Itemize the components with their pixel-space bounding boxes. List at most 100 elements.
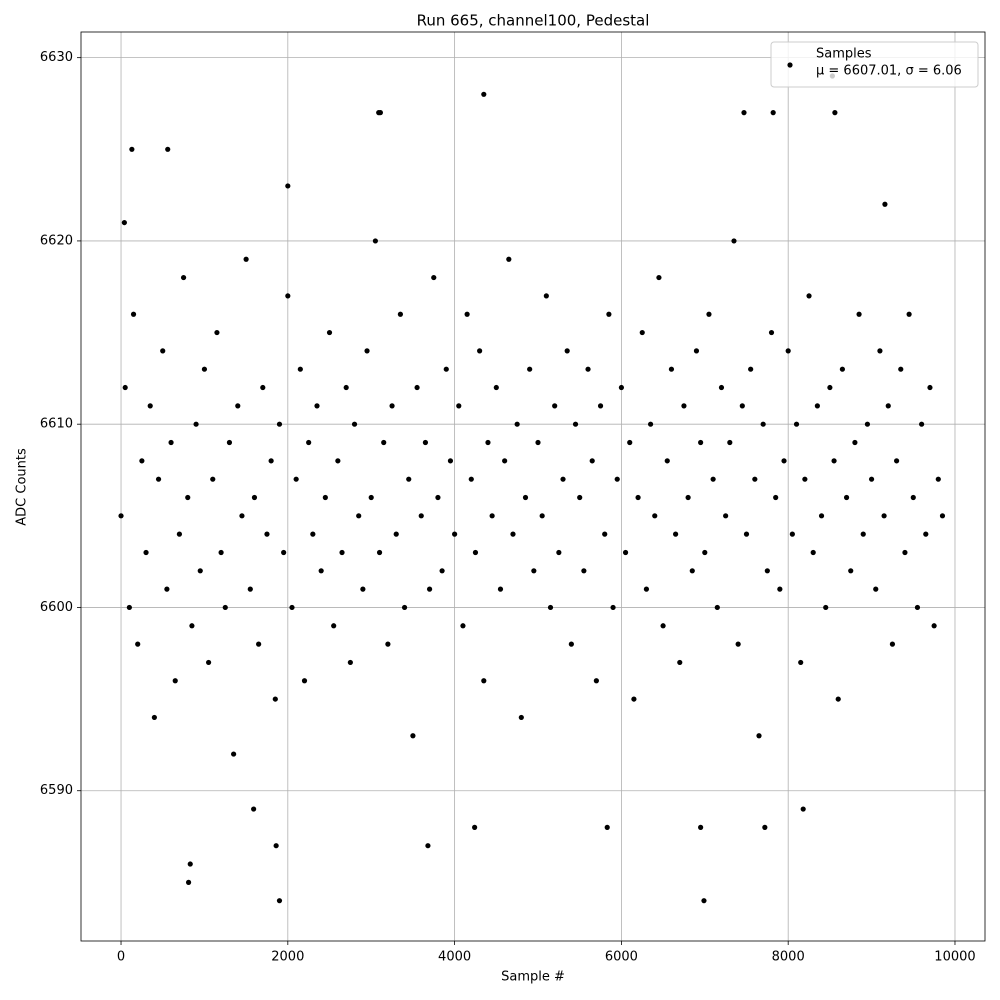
data-point	[360, 586, 366, 592]
data-point	[456, 403, 462, 409]
data-point	[187, 861, 193, 867]
data-point	[577, 494, 583, 501]
data-point	[610, 604, 616, 611]
data-point	[864, 421, 871, 427]
data-point	[919, 421, 925, 427]
data-point	[231, 751, 237, 757]
data-point	[306, 439, 312, 446]
data-point	[677, 659, 683, 666]
data-point	[770, 110, 776, 116]
data-point	[714, 604, 720, 611]
data-point	[882, 201, 888, 207]
data-point	[664, 458, 670, 464]
data-point	[552, 403, 558, 409]
data-point	[527, 366, 533, 372]
data-point	[906, 311, 912, 317]
data-point	[301, 678, 308, 684]
y-tick-label: 6630	[40, 50, 73, 65]
data-point	[647, 421, 654, 427]
data-point	[468, 476, 474, 482]
data-point	[339, 549, 345, 556]
data-point	[372, 238, 378, 244]
data-point	[814, 403, 820, 409]
data-point	[489, 513, 495, 519]
data-point	[881, 513, 887, 519]
data-point	[868, 476, 875, 482]
data-point	[485, 439, 491, 446]
data-point	[614, 476, 620, 482]
data-point	[768, 329, 775, 336]
data-point	[481, 91, 487, 97]
data-point	[168, 439, 174, 446]
data-point	[130, 311, 137, 317]
data-point	[547, 604, 554, 611]
data-point	[718, 384, 725, 391]
data-point	[310, 531, 316, 537]
data-point	[762, 824, 768, 830]
data-point	[802, 476, 808, 482]
data-point	[197, 568, 203, 574]
legend-label: Samples	[816, 47, 872, 62]
data-point	[272, 696, 278, 702]
data-point	[789, 531, 795, 537]
data-point	[222, 604, 228, 611]
data-point	[597, 403, 604, 409]
data-point	[710, 476, 716, 482]
data-point	[643, 586, 650, 592]
data-point	[777, 586, 783, 592]
data-point	[121, 219, 127, 226]
data-point	[706, 311, 712, 317]
data-point	[276, 898, 283, 904]
data-point	[276, 421, 283, 427]
data-point	[172, 678, 178, 684]
data-point	[823, 604, 829, 611]
data-point	[931, 623, 937, 629]
data-point	[180, 274, 187, 281]
data-point	[256, 641, 262, 647]
data-point	[806, 293, 812, 299]
data-point	[606, 311, 612, 317]
data-point	[748, 366, 754, 372]
chart-title: Run 665, channel100, Pedestal	[417, 12, 650, 30]
data-point	[514, 421, 520, 427]
data-point	[268, 458, 274, 464]
data-point	[214, 329, 220, 336]
data-point	[129, 146, 135, 152]
data-point	[443, 366, 449, 372]
data-point	[835, 696, 841, 702]
x-tick-label: 10000	[934, 950, 975, 965]
data-point	[727, 439, 733, 446]
data-point	[689, 568, 695, 574]
data-point	[464, 311, 470, 317]
data-point	[581, 568, 587, 574]
data-point	[452, 531, 458, 537]
data-point	[185, 494, 191, 501]
data-point	[764, 568, 770, 574]
data-point	[731, 238, 737, 244]
data-point	[193, 421, 199, 427]
x-tick-label: 4000	[438, 950, 471, 965]
x-tick-label: 0	[117, 950, 125, 965]
data-point	[927, 384, 933, 391]
data-point	[165, 146, 171, 152]
data-point	[147, 403, 153, 409]
x-axis-label: Sample #	[501, 970, 565, 985]
data-point	[418, 513, 424, 519]
data-point	[539, 513, 545, 519]
data-point	[894, 458, 900, 464]
data-point	[185, 879, 192, 885]
data-point	[723, 513, 729, 519]
data-point	[939, 513, 946, 519]
data-point	[668, 366, 675, 372]
data-point	[239, 513, 245, 519]
data-point	[126, 604, 132, 611]
y-tick-label: 6610	[40, 417, 73, 432]
data-point	[406, 476, 412, 482]
data-point	[201, 366, 208, 372]
data-point	[635, 494, 641, 501]
data-point	[810, 549, 816, 556]
data-point	[531, 568, 537, 574]
data-point	[856, 311, 862, 317]
x-tick-label: 6000	[605, 950, 638, 965]
data-point	[401, 604, 408, 611]
